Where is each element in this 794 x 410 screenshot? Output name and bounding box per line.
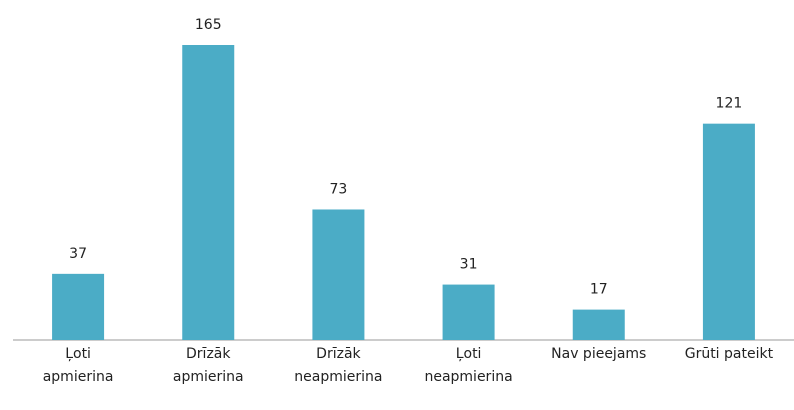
- value-label: 165: [195, 17, 222, 33]
- value-label: 73: [330, 181, 348, 197]
- bar: [52, 273, 105, 340]
- bar: [312, 209, 365, 340]
- bar: [442, 284, 495, 340]
- bar: [702, 123, 755, 341]
- x-tick-label: Drīzāk apmierina: [172, 346, 244, 385]
- bar: [572, 309, 625, 340]
- x-tick-label: Grūti pateikt: [684, 346, 774, 362]
- value-label: 31: [460, 257, 478, 273]
- x-tick-label: Ļoti apmierina: [42, 346, 114, 385]
- value-label: 121: [716, 96, 743, 112]
- bar: [182, 45, 235, 340]
- x-tick-label: Ļoti neapmierina: [424, 346, 513, 385]
- x-tick-label: Drīzāk neapmierina: [294, 346, 383, 385]
- value-label: 17: [590, 282, 608, 298]
- value-label: 37: [69, 246, 87, 262]
- x-tick-label: Nav pieejams: [551, 346, 647, 362]
